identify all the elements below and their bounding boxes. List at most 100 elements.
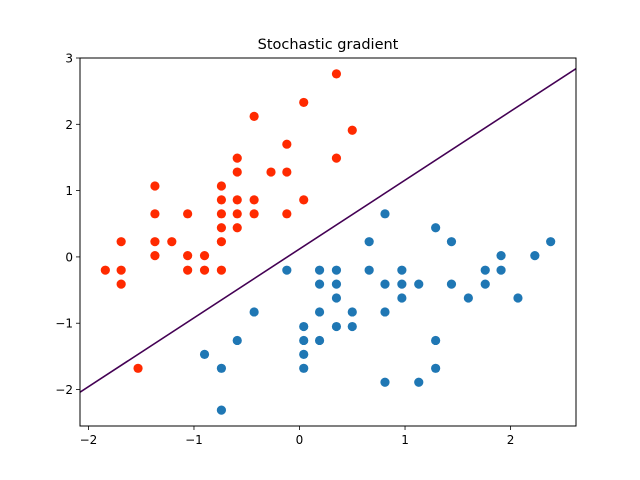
y-tick-label: −2	[55, 383, 73, 397]
scatter-point	[266, 167, 276, 177]
scatter-point	[183, 250, 193, 261]
scatter-point	[232, 223, 242, 233]
scatter-point	[431, 223, 441, 233]
scatter-point	[496, 250, 506, 261]
scatter-point	[150, 209, 160, 219]
scatter-point	[380, 377, 390, 387]
x-tick-label: 0	[296, 433, 304, 447]
y-tick-label: 2	[65, 118, 73, 132]
scatter-point	[513, 293, 523, 303]
scatter-point	[216, 181, 227, 191]
scatter-point	[183, 265, 193, 275]
scatter-point	[331, 153, 342, 163]
scatter-point	[314, 265, 325, 275]
scatter-point	[299, 349, 309, 359]
scatter-point	[380, 279, 390, 289]
scatter-point	[331, 279, 342, 289]
scatter-point	[282, 265, 292, 275]
scatter-point	[216, 405, 227, 415]
scatter-point	[299, 321, 309, 332]
scatter-point	[183, 209, 193, 219]
scatter-point	[216, 195, 227, 205]
decision-boundary-line	[80, 67, 576, 393]
scatter-point	[347, 307, 357, 317]
scatter-point	[232, 335, 242, 346]
scatter-point	[331, 69, 342, 79]
scatter-point	[463, 293, 473, 303]
scatter-point	[216, 265, 227, 275]
scatter-point	[380, 307, 390, 317]
scatter-point	[446, 279, 457, 289]
scatter-point	[299, 335, 309, 346]
y-tick-label: 1	[65, 184, 73, 198]
scatter-point	[331, 321, 342, 332]
scatter-point	[431, 335, 441, 346]
scatter-point	[232, 153, 242, 163]
scatter-point	[364, 237, 374, 247]
scatter-point	[446, 237, 457, 247]
scatter-point	[530, 250, 540, 261]
scatter-point	[199, 250, 210, 261]
axes-layer: −2 −1 0 1 2 −2 −1 0 1 2 3	[55, 52, 514, 448]
scatter-point	[100, 265, 110, 275]
scatter-point	[150, 237, 160, 247]
scatter-point	[150, 250, 160, 261]
scatter-point	[380, 209, 390, 219]
scatter-point	[397, 279, 407, 289]
scatter-point	[496, 265, 506, 275]
scatter-point	[314, 307, 325, 317]
scatter-point	[347, 321, 357, 332]
scatter-point	[414, 279, 424, 289]
y-tick-label: 3	[65, 52, 73, 66]
scatter-point	[216, 237, 227, 247]
scatter-point	[299, 97, 309, 108]
scatter-point	[299, 363, 309, 373]
scatter-point	[397, 265, 407, 275]
scatter-point	[116, 237, 126, 247]
scatter-point	[232, 209, 242, 219]
scatter-point	[116, 279, 126, 289]
scatter-point	[397, 293, 407, 303]
y-tick-label: −1	[55, 317, 73, 331]
scatter-point	[414, 377, 424, 387]
line-layer	[80, 67, 576, 393]
scatter-point	[199, 349, 210, 359]
scatter-point	[167, 237, 177, 247]
scatter-point	[199, 265, 210, 275]
x-tick-label: 2	[507, 433, 515, 447]
scatter-point	[249, 209, 259, 219]
scatter-point	[480, 265, 490, 275]
scatter-point	[249, 307, 259, 317]
scatter-point	[249, 195, 259, 205]
chart-title: Stochastic gradient	[258, 37, 399, 53]
y-tick-label: 0	[65, 250, 73, 264]
scatter-point	[546, 237, 556, 247]
scatter-point	[133, 363, 143, 373]
x-tick-label: 1	[401, 433, 409, 447]
scatter-point	[331, 265, 342, 275]
scatter-point	[216, 209, 227, 219]
scatter-point	[431, 363, 441, 373]
scatter-point	[232, 167, 242, 177]
scatter-point	[216, 223, 227, 233]
x-tick-label: −1	[185, 433, 203, 447]
scatter-point	[299, 195, 309, 205]
scatter-point	[232, 195, 242, 205]
scatter-point	[331, 293, 342, 303]
points-layer	[100, 69, 556, 415]
scatter-point	[314, 279, 325, 289]
plot-frame	[79, 57, 577, 427]
x-tick-label: −2	[80, 433, 98, 447]
scatter-point	[314, 335, 325, 346]
scatter-point	[249, 111, 259, 121]
scatter-point	[282, 167, 292, 177]
scatter-point	[116, 265, 126, 275]
scatter-point	[282, 209, 292, 219]
scatter-point	[216, 363, 227, 373]
scatter-point	[480, 279, 490, 289]
scatter-point	[347, 125, 357, 135]
scatter-point	[150, 181, 160, 191]
scatter-point	[364, 265, 374, 275]
scatter-point	[282, 139, 292, 149]
